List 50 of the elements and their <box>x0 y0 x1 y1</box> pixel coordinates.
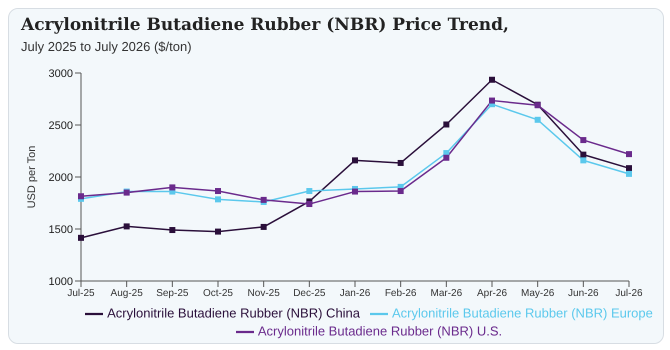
point <box>534 116 541 123</box>
point <box>352 157 358 164</box>
x-tick-label: Sep-25 <box>156 288 189 300</box>
point <box>398 160 404 166</box>
x-tick-label: Aug-25 <box>110 288 144 300</box>
x-tick-label: Oct-25 <box>202 288 234 300</box>
point <box>169 227 176 234</box>
chart-subtitle: July 2025 to July 2026 ($/ton) <box>21 39 192 54</box>
x-tick-label: Jul-25 <box>67 288 96 300</box>
point <box>580 152 586 158</box>
point <box>489 76 495 83</box>
point <box>352 188 358 195</box>
legend-label: Acrylonitrile Butadiene Rubber (NBR) China <box>107 305 360 320</box>
x-tick-label: May-26 <box>520 288 555 300</box>
point <box>215 188 221 194</box>
y-axis-title: USD per Ton <box>26 146 38 208</box>
x-tick-label: Dec-25 <box>293 288 326 300</box>
y-tick-label: 2500 <box>48 120 73 132</box>
point <box>78 193 84 200</box>
y-tick-label: 1000 <box>48 276 73 288</box>
x-tick-label: Nov-25 <box>248 288 280 300</box>
x-tick-label: Jul-26 <box>615 288 644 300</box>
x-tick-label: Jan-26 <box>340 288 371 300</box>
point <box>169 184 176 190</box>
y-tick-label: 3000 <box>48 68 73 80</box>
point <box>580 157 586 164</box>
point <box>626 170 632 177</box>
point <box>124 223 130 230</box>
point <box>626 165 632 172</box>
point <box>489 98 495 104</box>
point <box>306 188 312 194</box>
x-tick-label: Mar-26 <box>430 288 463 300</box>
chart-title: Acrylonitrile Butadiene Rubber (NBR) Price Trend, <box>21 15 509 35</box>
point <box>215 196 221 202</box>
point <box>78 234 84 241</box>
point <box>443 121 450 128</box>
point <box>215 228 221 235</box>
y-tick-label: 2000 <box>48 172 73 184</box>
x-tick-label: Feb-26 <box>384 288 417 300</box>
point <box>398 188 404 194</box>
y-tick-label: 1500 <box>48 224 73 236</box>
point <box>260 224 267 230</box>
point <box>443 154 450 161</box>
point <box>626 151 632 158</box>
point <box>306 201 312 208</box>
x-tick-label: Apr-26 <box>476 288 508 300</box>
legend-label: Acrylonitrile Butadiene Rubber (NBR) U.S. <box>258 323 502 338</box>
x-tick-label: Jun-26 <box>568 288 600 300</box>
legend-label: Acrylonitrile Butadiene Rubber (NBR) Europe <box>392 305 653 320</box>
point <box>580 137 586 144</box>
